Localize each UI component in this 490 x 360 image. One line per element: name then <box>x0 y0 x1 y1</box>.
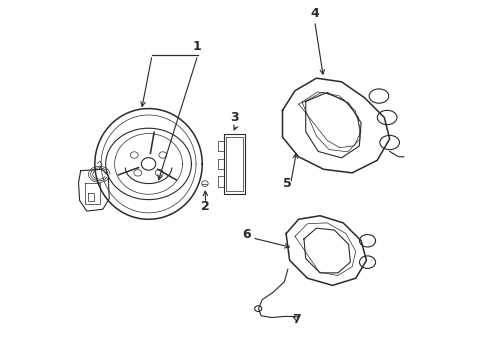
Text: 4: 4 <box>310 7 319 20</box>
Text: 2: 2 <box>201 200 210 213</box>
Text: 7: 7 <box>293 313 301 326</box>
Text: 5: 5 <box>284 177 292 190</box>
Text: 3: 3 <box>231 111 239 124</box>
Text: 6: 6 <box>242 228 250 241</box>
Text: 1: 1 <box>193 40 201 53</box>
